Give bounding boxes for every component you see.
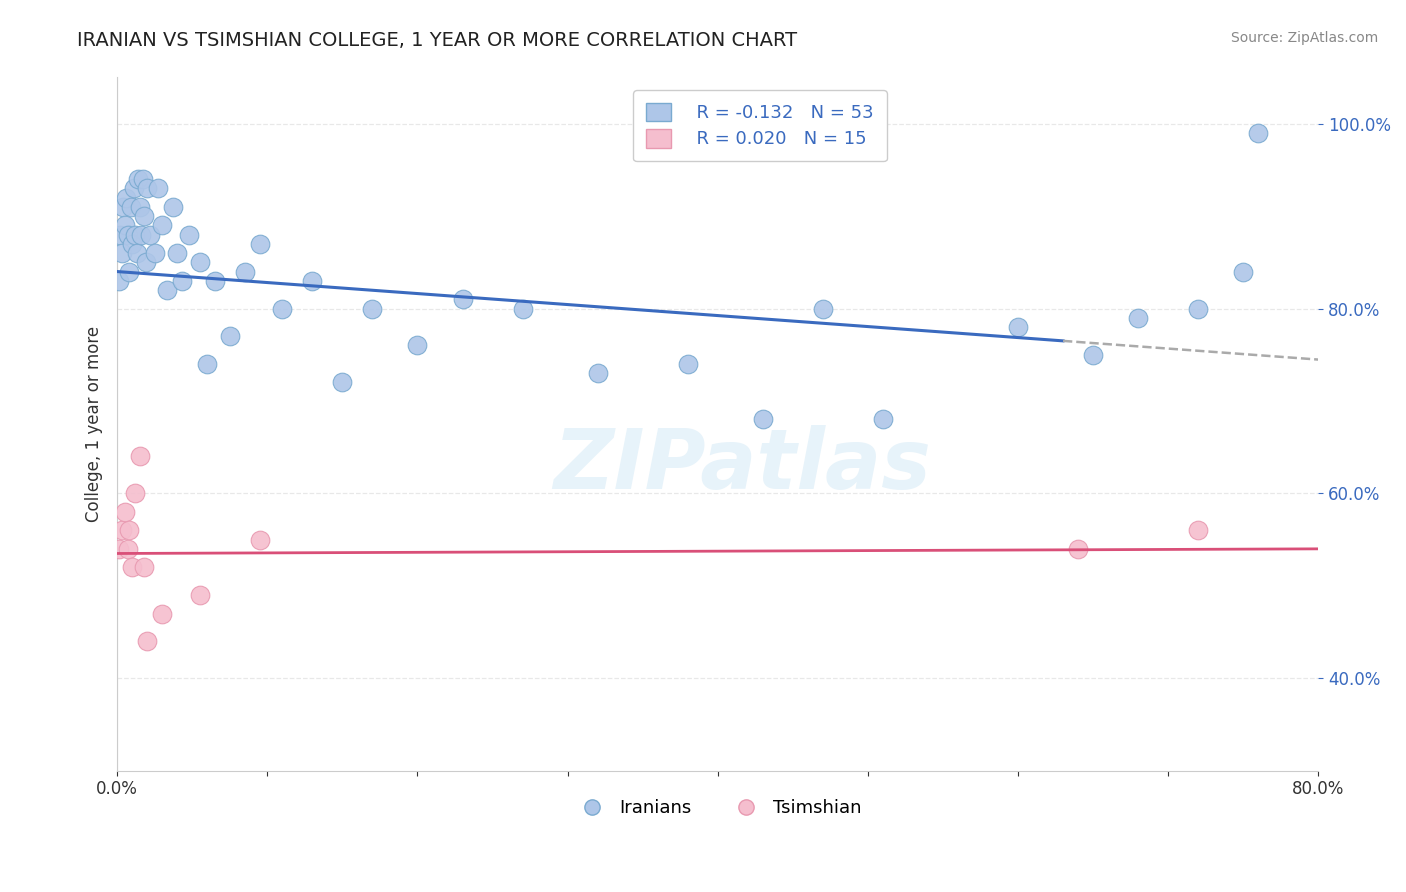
- Point: [1126, 310, 1149, 325]
- Point: [233, 264, 256, 278]
- Point: [118, 264, 141, 278]
- Point: [188, 255, 211, 269]
- Point: [128, 200, 150, 214]
- Point: [122, 181, 145, 195]
- Point: [1081, 348, 1104, 362]
- Point: [301, 274, 323, 288]
- Point: [249, 533, 271, 547]
- Point: [162, 200, 184, 214]
- Point: [112, 200, 135, 214]
- Point: [676, 357, 699, 371]
- Point: [150, 607, 173, 621]
- Point: [195, 357, 218, 371]
- Point: [136, 634, 159, 648]
- Point: [143, 246, 166, 260]
- Legend: Iranians, Tsimshian: Iranians, Tsimshian: [567, 791, 869, 824]
- Point: [872, 412, 894, 426]
- Point: [134, 560, 156, 574]
- Point: [124, 486, 146, 500]
- Point: [332, 376, 354, 390]
- Point: [127, 172, 149, 186]
- Point: [124, 227, 146, 242]
- Point: [114, 219, 136, 233]
- Point: [117, 227, 139, 242]
- Point: [218, 329, 240, 343]
- Point: [111, 246, 134, 260]
- Point: [136, 181, 159, 195]
- Y-axis label: College, 1 year or more: College, 1 year or more: [86, 326, 103, 522]
- Point: [117, 541, 139, 556]
- Point: [139, 227, 162, 242]
- Point: [115, 191, 138, 205]
- Point: [1187, 301, 1209, 316]
- Point: [135, 255, 157, 269]
- Point: [134, 209, 156, 223]
- Text: Source: ZipAtlas.com: Source: ZipAtlas.com: [1230, 31, 1378, 45]
- Point: [156, 283, 179, 297]
- Point: [108, 227, 131, 242]
- Text: IRANIAN VS TSIMSHIAN COLLEGE, 1 YEAR OR MORE CORRELATION CHART: IRANIAN VS TSIMSHIAN COLLEGE, 1 YEAR OR …: [77, 31, 797, 50]
- Point: [1247, 126, 1270, 140]
- Point: [146, 181, 169, 195]
- Point: [121, 236, 143, 251]
- Point: [114, 505, 136, 519]
- Point: [204, 274, 226, 288]
- Point: [1067, 541, 1090, 556]
- Point: [107, 541, 129, 556]
- Point: [166, 246, 188, 260]
- Point: [111, 524, 134, 538]
- Point: [249, 236, 271, 251]
- Point: [451, 293, 474, 307]
- Point: [150, 219, 173, 233]
- Point: [125, 246, 148, 260]
- Text: ZIPatlas: ZIPatlas: [553, 425, 931, 506]
- Point: [361, 301, 384, 316]
- Point: [129, 227, 152, 242]
- Point: [1232, 264, 1254, 278]
- Point: [170, 274, 193, 288]
- Point: [128, 450, 150, 464]
- Point: [406, 338, 429, 352]
- Point: [271, 301, 294, 316]
- Point: [107, 274, 129, 288]
- Point: [752, 412, 775, 426]
- Point: [188, 588, 211, 602]
- Point: [512, 301, 534, 316]
- Point: [132, 172, 155, 186]
- Point: [118, 524, 141, 538]
- Point: [1007, 320, 1029, 334]
- Point: [179, 227, 201, 242]
- Point: [586, 366, 609, 380]
- Point: [121, 560, 143, 574]
- Point: [120, 200, 142, 214]
- Point: [811, 301, 834, 316]
- Point: [1187, 524, 1209, 538]
